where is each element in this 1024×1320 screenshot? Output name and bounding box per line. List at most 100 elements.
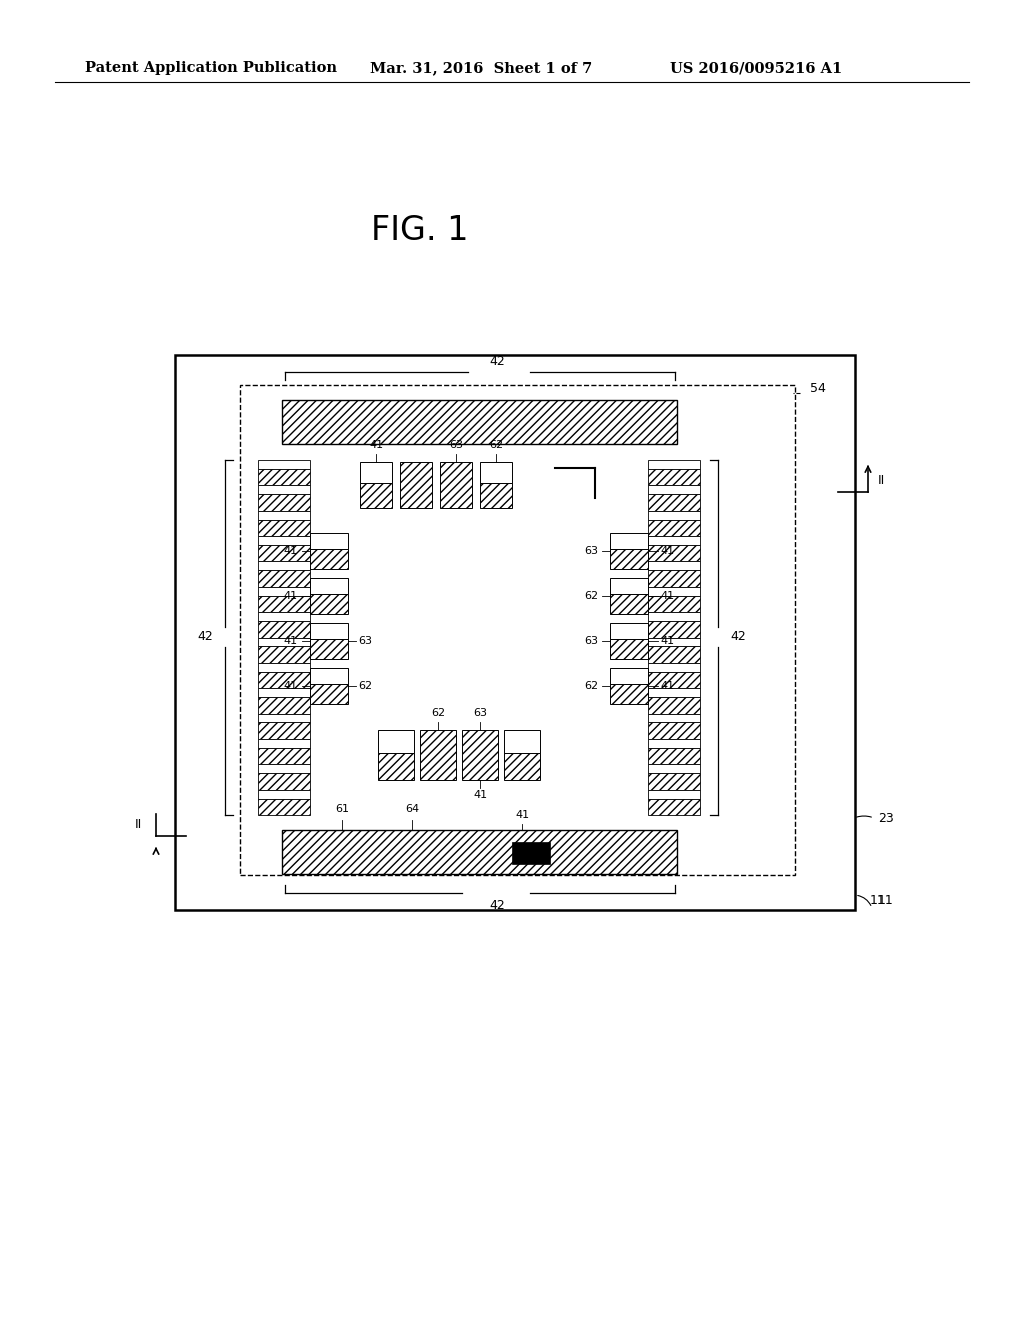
Text: 41: 41 xyxy=(284,546,298,556)
Bar xyxy=(258,561,310,570)
Bar xyxy=(610,578,648,594)
Text: 41: 41 xyxy=(284,591,298,601)
Bar xyxy=(648,561,700,570)
Bar xyxy=(310,623,348,639)
Text: 41: 41 xyxy=(473,789,487,800)
Bar xyxy=(648,459,700,469)
Bar xyxy=(258,697,310,714)
Bar xyxy=(648,587,700,595)
Text: II: II xyxy=(135,817,142,830)
Bar xyxy=(504,752,540,780)
Bar xyxy=(648,764,700,774)
Bar xyxy=(480,483,512,508)
Bar xyxy=(258,789,310,799)
Bar xyxy=(258,486,310,494)
Bar xyxy=(240,385,795,875)
Bar xyxy=(648,672,700,688)
Text: 42: 42 xyxy=(489,355,505,368)
Bar xyxy=(310,578,348,594)
Text: 41: 41 xyxy=(284,681,298,690)
Bar xyxy=(610,623,648,639)
Bar xyxy=(310,684,348,704)
Bar xyxy=(462,730,498,780)
Bar xyxy=(378,730,414,752)
Bar xyxy=(258,714,310,722)
Text: Patent Application Publication: Patent Application Publication xyxy=(85,61,337,75)
Bar xyxy=(648,774,700,789)
Bar xyxy=(648,663,700,672)
Bar xyxy=(648,697,700,714)
Bar xyxy=(610,639,648,659)
Bar xyxy=(648,789,700,799)
Bar xyxy=(648,612,700,620)
Bar xyxy=(420,730,456,780)
Bar xyxy=(258,494,310,511)
Bar xyxy=(648,638,700,647)
Bar xyxy=(258,469,310,486)
Bar xyxy=(258,748,310,764)
Text: 11: 11 xyxy=(858,894,886,907)
Bar xyxy=(512,842,550,865)
Bar xyxy=(258,620,310,638)
Text: US 2016/0095216 A1: US 2016/0095216 A1 xyxy=(670,61,843,75)
Bar xyxy=(258,774,310,789)
Bar xyxy=(360,483,392,508)
Bar xyxy=(310,639,348,659)
Bar xyxy=(648,647,700,663)
Bar xyxy=(258,638,310,647)
Text: 62: 62 xyxy=(488,440,503,450)
Bar xyxy=(258,545,310,561)
Text: 62: 62 xyxy=(584,591,598,601)
Bar xyxy=(610,549,648,569)
Bar xyxy=(360,462,392,483)
Bar xyxy=(258,663,310,672)
Bar xyxy=(648,545,700,561)
Text: 64: 64 xyxy=(404,804,419,814)
Bar xyxy=(648,620,700,638)
Text: 63: 63 xyxy=(584,636,598,645)
Text: 54: 54 xyxy=(810,381,826,395)
Text: 41: 41 xyxy=(660,636,674,645)
Text: 41: 41 xyxy=(660,546,674,556)
Text: 23: 23 xyxy=(878,812,894,825)
Bar xyxy=(648,748,700,764)
Bar xyxy=(310,549,348,569)
Bar xyxy=(310,533,348,549)
Bar xyxy=(258,612,310,620)
Bar xyxy=(648,688,700,697)
Bar xyxy=(610,594,648,614)
Bar xyxy=(258,688,310,697)
Bar xyxy=(258,764,310,774)
Bar xyxy=(648,511,700,520)
Text: 63: 63 xyxy=(358,636,372,645)
Text: 41: 41 xyxy=(369,440,383,450)
Text: 42: 42 xyxy=(730,631,745,644)
Text: II: II xyxy=(878,474,886,487)
Text: 11: 11 xyxy=(878,894,894,907)
Bar xyxy=(648,520,700,536)
Bar xyxy=(175,355,855,909)
Bar xyxy=(258,595,310,612)
Bar xyxy=(258,511,310,520)
Bar xyxy=(258,799,310,814)
Bar xyxy=(480,462,512,483)
Bar xyxy=(610,668,648,684)
Bar xyxy=(648,722,700,739)
Bar xyxy=(648,469,700,486)
Text: 62: 62 xyxy=(584,681,598,690)
Bar xyxy=(648,486,700,494)
Bar xyxy=(648,799,700,814)
Bar xyxy=(258,459,310,469)
Text: 41: 41 xyxy=(660,591,674,601)
Text: 41: 41 xyxy=(515,810,529,820)
Text: 42: 42 xyxy=(489,899,505,912)
Bar xyxy=(258,570,310,587)
Bar xyxy=(648,714,700,722)
Bar xyxy=(258,536,310,545)
Text: 61: 61 xyxy=(335,804,349,814)
Bar xyxy=(648,595,700,612)
Bar xyxy=(258,739,310,748)
Bar xyxy=(258,587,310,595)
Text: Mar. 31, 2016  Sheet 1 of 7: Mar. 31, 2016 Sheet 1 of 7 xyxy=(370,61,592,75)
Bar xyxy=(400,462,432,508)
